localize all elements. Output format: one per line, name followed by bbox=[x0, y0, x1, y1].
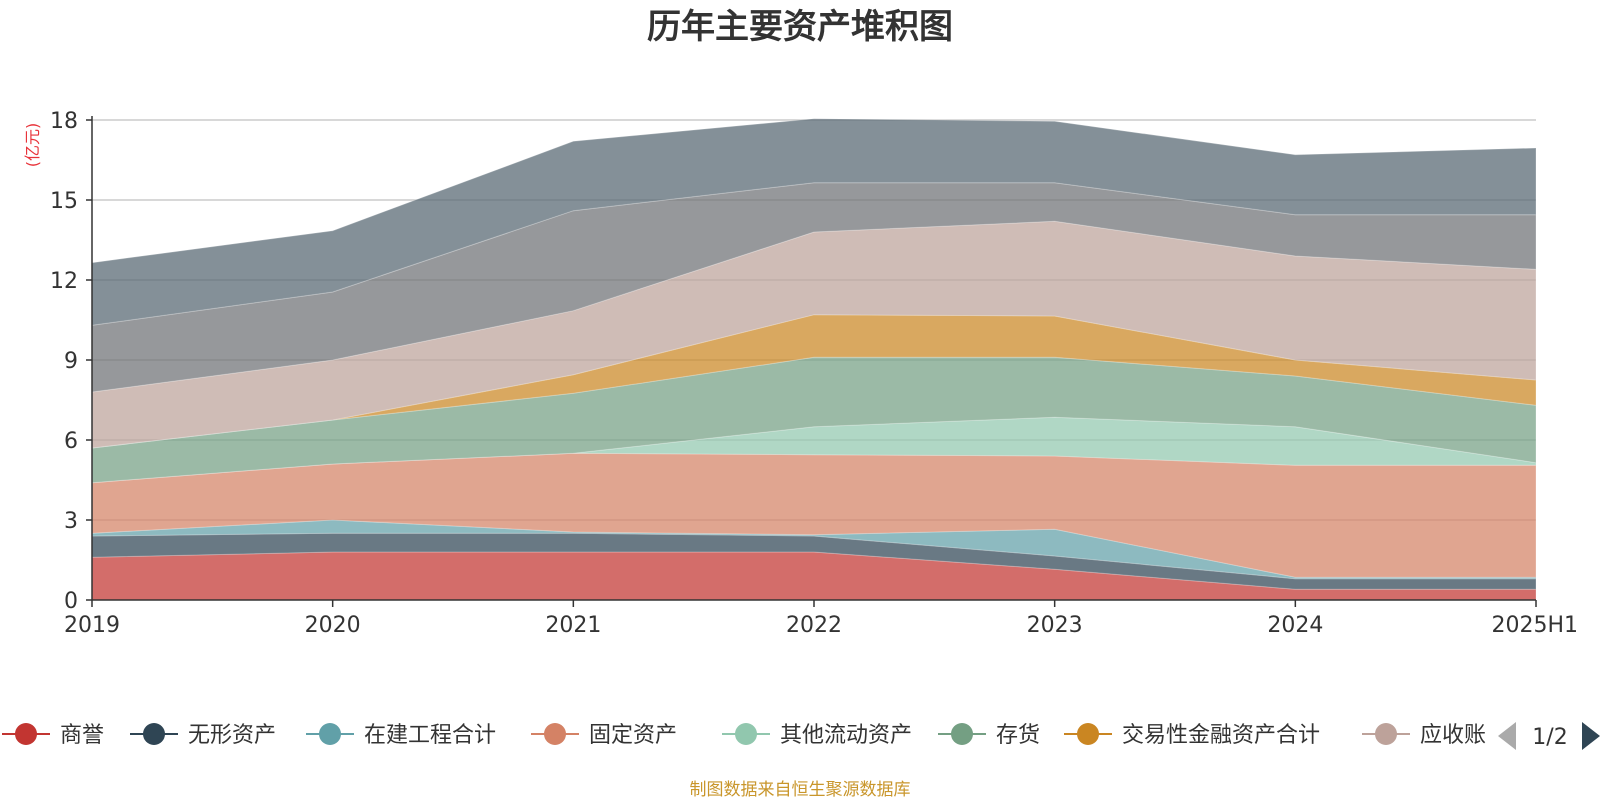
pager-text: 1/2 bbox=[1532, 725, 1567, 750]
source-note: 制图数据来自恒生聚源数据库 bbox=[690, 780, 911, 800]
area-series-9 bbox=[91, 182, 1537, 393]
legend-label: 商誉 bbox=[60, 723, 104, 748]
area-series-7 bbox=[91, 314, 1537, 449]
legend-label: 无形资产 bbox=[188, 723, 276, 748]
x-tick-label: 2025H1 bbox=[1491, 613, 1578, 638]
legend-dot-icon bbox=[544, 723, 566, 745]
legend-item[interactable]: 无形资产 bbox=[130, 723, 276, 748]
y-tick-label: 0 bbox=[64, 589, 78, 614]
y-tick-label: 6 bbox=[64, 429, 78, 454]
legend-item[interactable]: 商誉 bbox=[2, 723, 104, 748]
legend: 商誉 无形资产 在建工程合计 固定资产 其他流动资产 存货 交易性金融资产合计 应收账 bbox=[2, 723, 1486, 748]
legend-item[interactable]: 存货 bbox=[938, 723, 1040, 748]
legend-item[interactable]: 其他流动资产 bbox=[722, 723, 912, 748]
legend-dot-icon bbox=[1375, 723, 1397, 745]
y-tick-label: 12 bbox=[50, 269, 78, 294]
axes: 0 3 6 9 12 15 18 2019 2020 2021 2022 2023 2024 2025H1 bbox=[50, 109, 1578, 638]
legend-label: 固定资产 bbox=[589, 723, 677, 748]
x-tick-label: 2024 bbox=[1267, 613, 1323, 638]
area-series-5 bbox=[91, 416, 1537, 484]
legend-dot-icon bbox=[143, 723, 165, 745]
y-axis-unit: (亿元) bbox=[23, 123, 42, 168]
x-tick-label: 2020 bbox=[305, 613, 361, 638]
chart-title: 历年主要资产堆积图 bbox=[647, 7, 953, 47]
legend-dot-icon bbox=[735, 723, 757, 745]
x-tick-label: 2023 bbox=[1027, 613, 1083, 638]
legend-item[interactable]: 交易性金融资产合计 bbox=[1064, 723, 1320, 748]
legend-item[interactable]: 应收账 bbox=[1362, 723, 1486, 748]
area-series-10 bbox=[91, 118, 1537, 326]
area-series-3 bbox=[91, 519, 1537, 580]
legend-dot-icon bbox=[951, 723, 973, 745]
y-tick-label: 18 bbox=[50, 109, 78, 134]
legend-dot-icon bbox=[319, 723, 341, 745]
legend-dot-icon bbox=[15, 723, 37, 745]
pager-prev-icon[interactable] bbox=[1498, 722, 1516, 750]
legend-dot-icon bbox=[1077, 723, 1099, 745]
x-tick-label: 2019 bbox=[64, 613, 120, 638]
legend-item[interactable]: 在建工程合计 bbox=[306, 723, 496, 748]
pager-next-icon[interactable] bbox=[1582, 722, 1600, 750]
legend-label: 交易性金融资产合计 bbox=[1122, 723, 1320, 748]
x-tick-label: 2021 bbox=[545, 613, 601, 638]
x-tick-label: 2022 bbox=[786, 613, 842, 638]
y-tick-label: 3 bbox=[64, 509, 78, 534]
legend-label: 应收账 bbox=[1420, 723, 1486, 748]
legend-label: 存货 bbox=[996, 723, 1040, 748]
area-series bbox=[91, 118, 1537, 601]
legend-label: 在建工程合计 bbox=[364, 723, 496, 748]
legend-label: 其他流动资产 bbox=[780, 723, 912, 748]
y-tick-label: 15 bbox=[50, 189, 78, 214]
legend-item[interactable]: 固定资产 bbox=[531, 723, 677, 748]
area-series-2 bbox=[91, 532, 1537, 590]
legend-pager: 1/2 bbox=[1498, 722, 1600, 750]
y-tick-label: 9 bbox=[64, 349, 78, 374]
